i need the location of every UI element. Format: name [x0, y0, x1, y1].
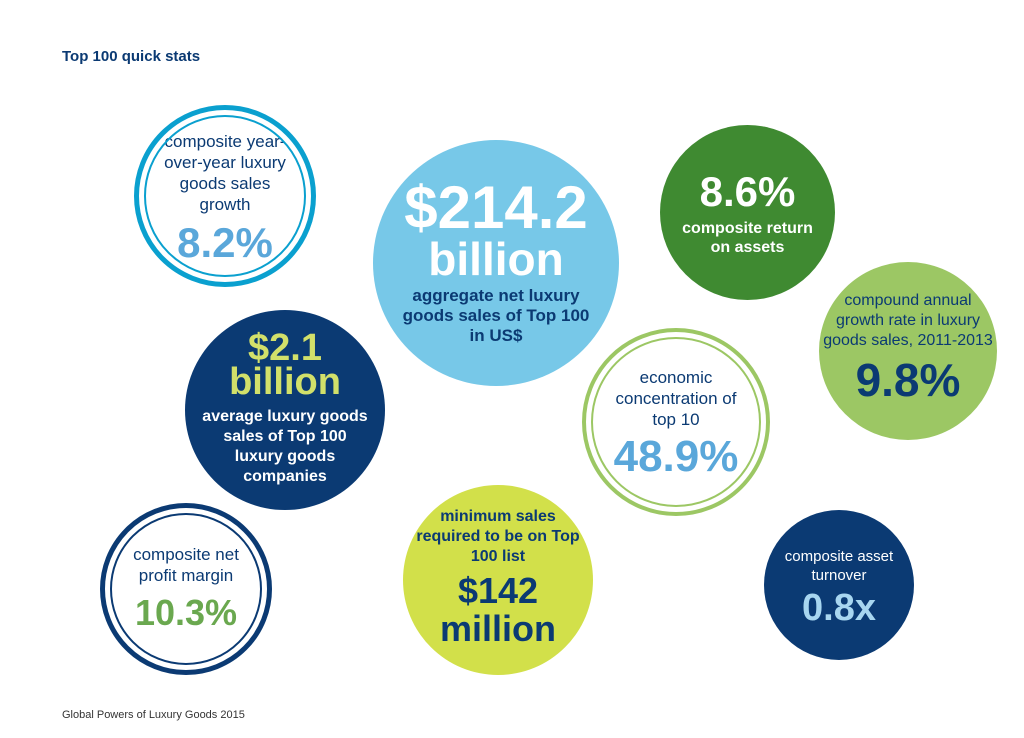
stat-value: 9.8% [855, 354, 961, 406]
stat-label: composite year-over-year luxury goods sa… [164, 132, 286, 214]
stat-value: 8.2% [177, 219, 273, 266]
stat-value: 48.9% [613, 431, 739, 481]
stat-average-sales: $2.1 billion average luxury goods sales … [185, 310, 385, 510]
stat-return-on-assets: 8.6% composite return on assets [660, 125, 835, 300]
page-footer: Global Powers of Luxury Goods 2015 [62, 709, 245, 721]
stat-value-unit: million [440, 608, 556, 649]
stat-value: $142 [457, 570, 539, 611]
stat-value: 0.8x [802, 586, 876, 629]
stat-label: composite return on assets [682, 219, 813, 256]
stat-label: economic concentration of top 10 [615, 367, 737, 429]
stat-label: aggregate net luxury goods sales of Top … [402, 286, 590, 345]
page-title: Top 100 quick stats [62, 48, 201, 65]
stat-label: compound annual growth rate in luxury go… [823, 292, 993, 349]
stat-minimum-sales: minimum sales required to be on Top 100 … [403, 485, 593, 675]
stat-value-unit: billion [229, 361, 341, 403]
stat-economic-concentration: economic concentration of top 10 48.9% [582, 328, 770, 516]
stat-value: 8.6% [699, 167, 796, 215]
stat-label: minimum sales required to be on Top 100 … [416, 508, 580, 565]
stat-label: composite net profit margin [133, 545, 239, 585]
stat-cagr: compound annual growth rate in luxury go… [819, 262, 997, 440]
stat-value: $2.1 [248, 327, 322, 369]
stat-label: average luxury goods sales of Top 100 lu… [202, 408, 368, 485]
stat-asset-turnover: composite asset turnover 0.8x [764, 510, 914, 660]
stat-value: 10.3% [134, 592, 238, 633]
stat-aggregate-sales: $214.2 billion aggregate net luxury good… [373, 140, 619, 386]
stat-value: $214.2 [404, 174, 588, 241]
stat-value-unit: billion [428, 233, 564, 285]
stat-yoy-growth: composite year-over-year luxury goods sa… [134, 105, 316, 287]
stat-label: composite asset turnover [784, 547, 894, 584]
stat-net-profit-margin: composite net profit margin 10.3% [100, 503, 272, 675]
